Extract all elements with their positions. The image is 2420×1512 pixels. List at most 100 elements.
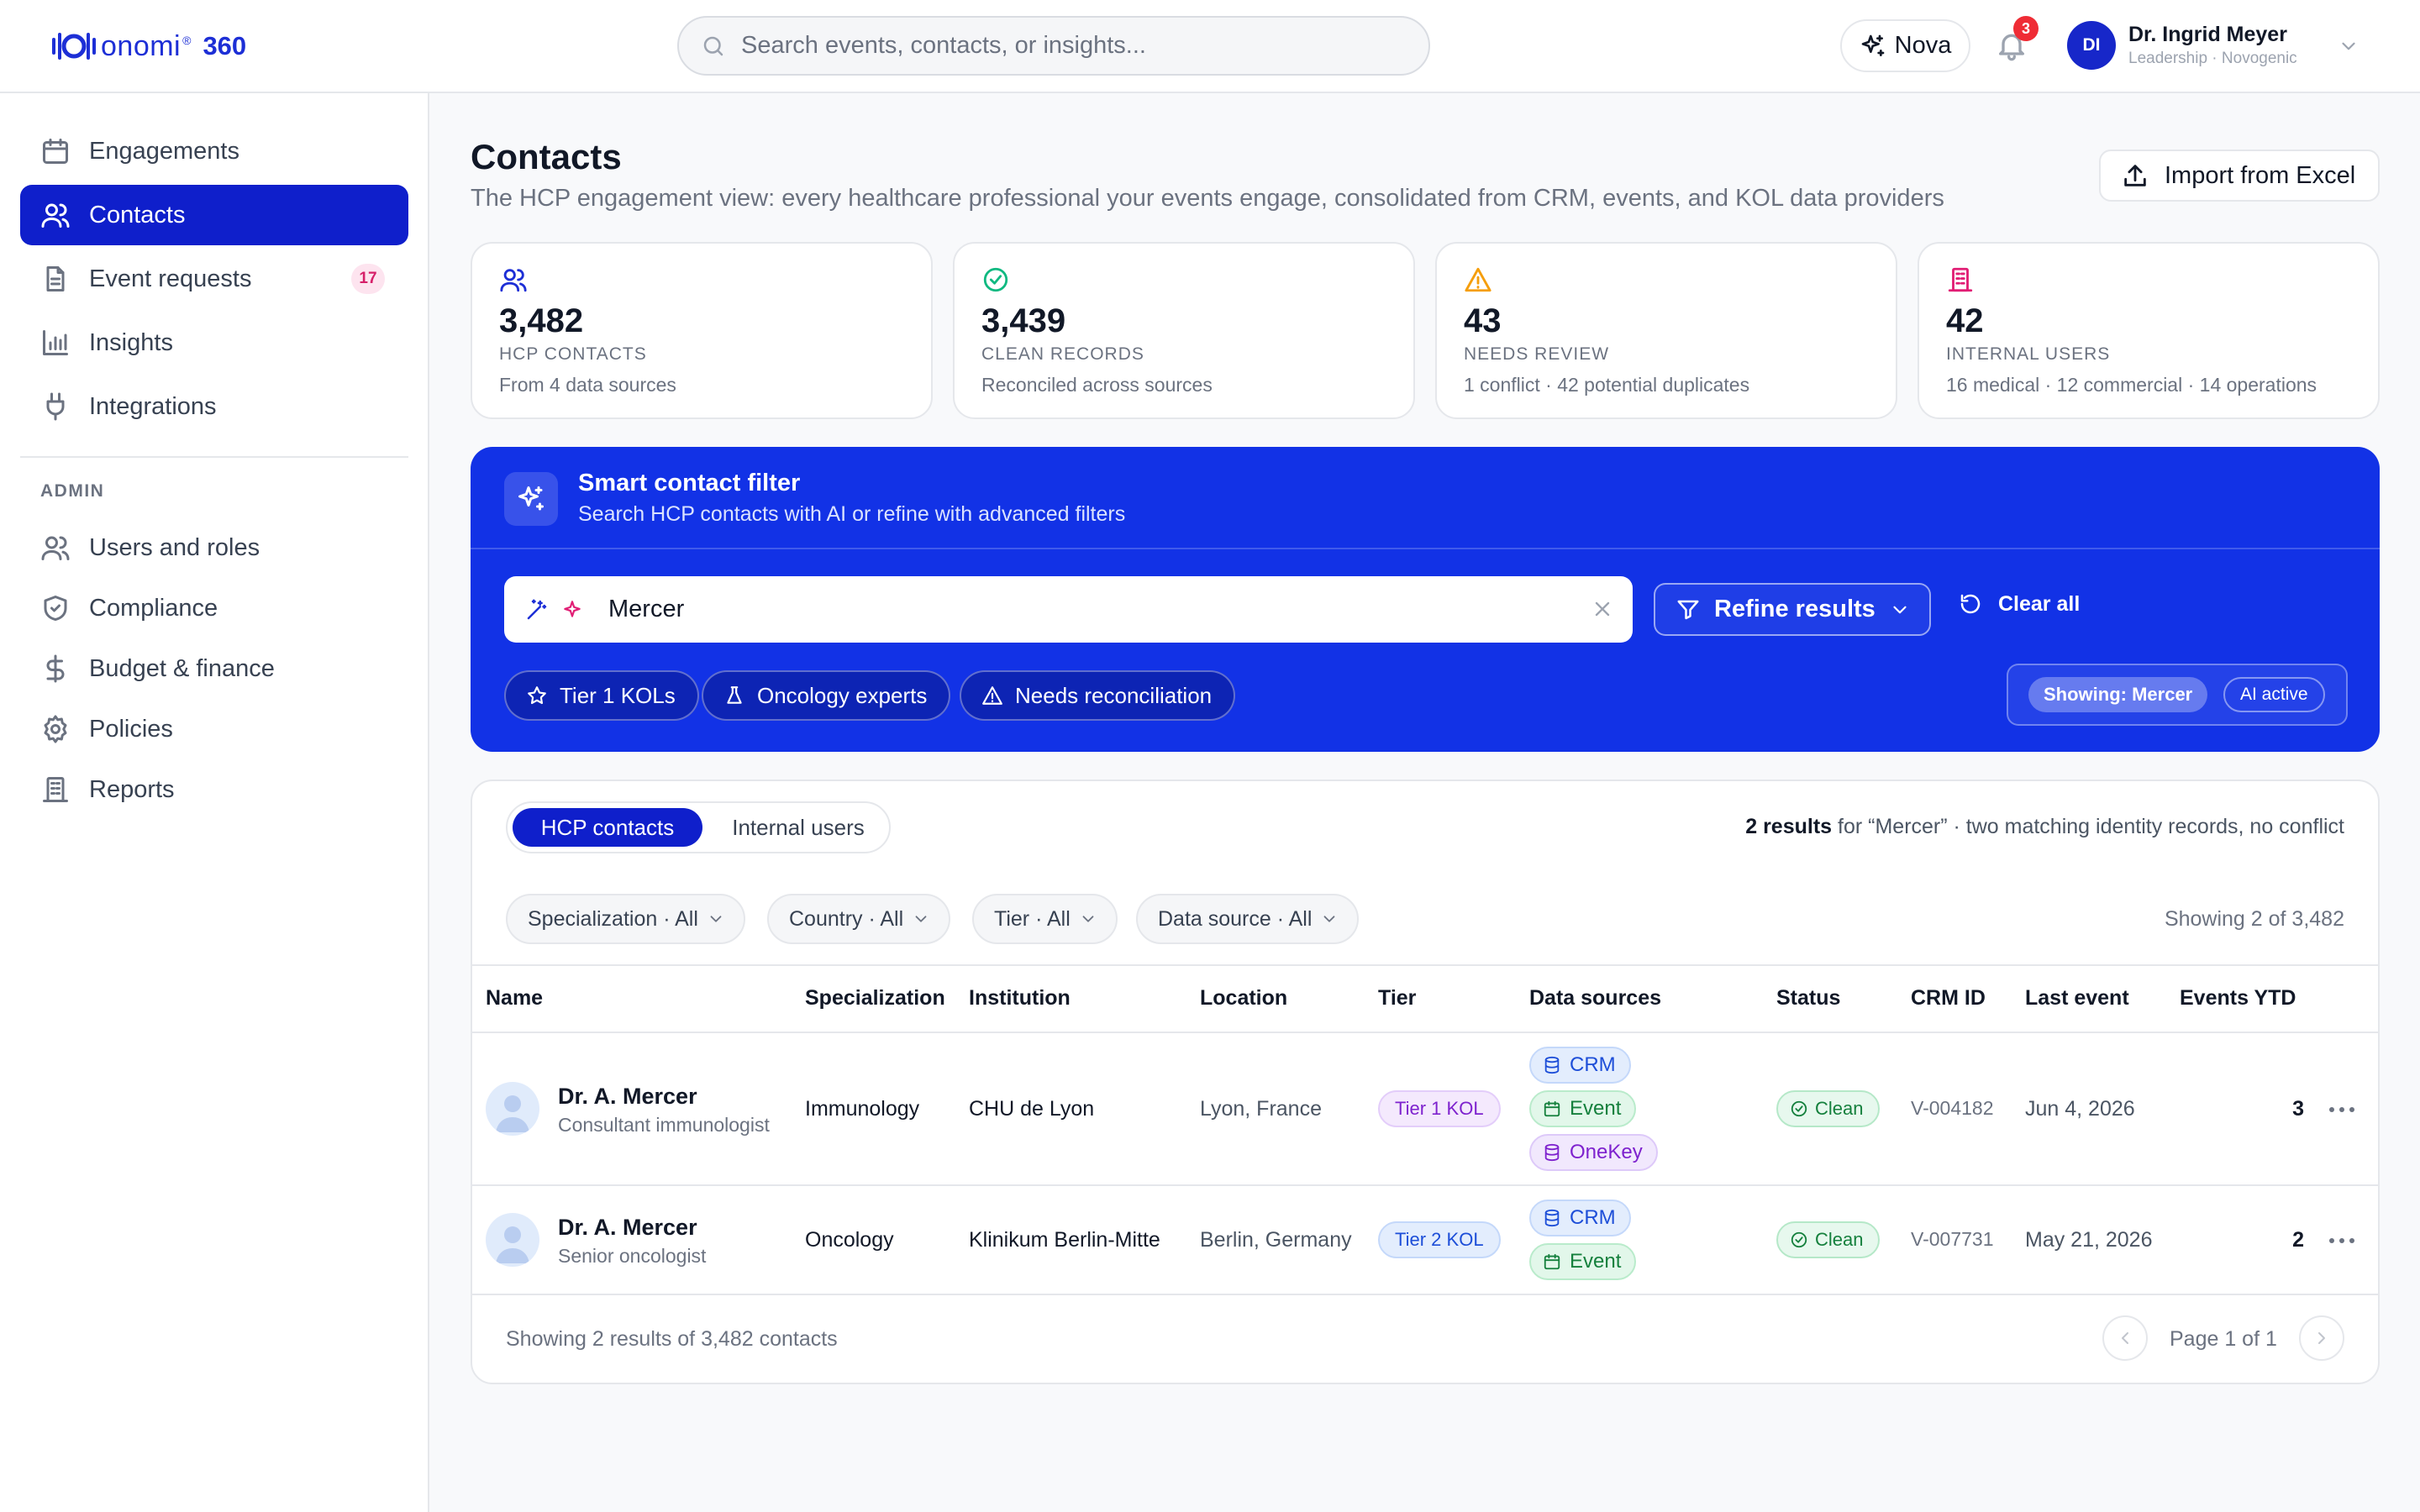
- column-header-specialization[interactable]: Specialization: [805, 986, 945, 1010]
- database-icon: [1544, 1143, 1560, 1162]
- dollar-icon: [46, 654, 65, 683]
- tab-internal-users[interactable]: Internal users: [732, 814, 865, 840]
- chip-tier-1-kols[interactable]: Tier 1 KOLs: [504, 670, 699, 721]
- star-icon: [528, 686, 546, 705]
- filter-tier[interactable]: Tier · All: [972, 894, 1118, 944]
- sidebar-item-label: Insights: [89, 328, 173, 356]
- contact-name[interactable]: Dr. A. Mercer: [558, 1215, 697, 1240]
- sidebar-item-label: Policies: [89, 715, 173, 743]
- smart-search-input[interactable]: [608, 596, 1549, 623]
- smart-filter-subtitle: Search HCP contacts with AI or refine wi…: [578, 502, 1126, 526]
- global-search[interactable]: [677, 16, 1430, 76]
- status-label: Clean: [1815, 1229, 1864, 1250]
- filter-country[interactable]: Country · All: [767, 894, 951, 944]
- previous-page-button[interactable]: [2102, 1315, 2148, 1361]
- sparkle-icon: [564, 600, 581, 617]
- showing-query-pill[interactable]: Showing: Mercer: [2028, 677, 2208, 712]
- source-label: CRM: [1570, 1206, 1616, 1229]
- source-badge-event: Event: [1529, 1090, 1637, 1127]
- more-options-icon[interactable]: [2328, 1236, 2356, 1245]
- stat-label: INTERNAL USERS: [1946, 344, 2111, 364]
- refine-label: Refine results: [1714, 596, 1876, 622]
- search-icon: [703, 36, 723, 55]
- users-icon: [500, 269, 527, 292]
- magic-wand-icon: [527, 599, 547, 619]
- stat-card-needs-review: 43 NEEDS REVIEW 1 conflict · 42 potentia…: [1435, 242, 1897, 419]
- sidebar-item-users-and-roles[interactable]: Users and roles: [20, 517, 408, 578]
- table-row[interactable]: Dr. A. Mercer Consultant immunologist Im…: [472, 1033, 2378, 1186]
- sidebar-item-label: Compliance: [89, 594, 218, 622]
- brand-logo[interactable]: onomi ® 360: [49, 25, 246, 67]
- sidebar-item-insights[interactable]: Insights: [20, 312, 408, 373]
- stat-card-clean-records: 3,439 CLEAN RECORDS Reconciled across so…: [953, 242, 1415, 419]
- column-header-name[interactable]: Name: [486, 986, 544, 1010]
- sidebar-item-budget-finance[interactable]: Budget & finance: [20, 638, 408, 699]
- user-role: Leadership · Novogenic: [2128, 50, 2297, 67]
- column-header-tier[interactable]: Tier: [1378, 986, 1417, 1010]
- search-input[interactable]: [741, 32, 1397, 60]
- chevron-down-icon: [915, 916, 927, 922]
- column-header-last-event[interactable]: Last event: [2025, 986, 2129, 1010]
- filter-label: Tier · All: [994, 906, 1071, 931]
- showing-count: Showing 2 of 3,482: [2164, 907, 2344, 931]
- chevron-down-icon[interactable]: [2338, 35, 2360, 57]
- sidebar-item-engagements[interactable]: Engagements: [20, 121, 408, 181]
- crm-id-cell: V-007731: [1911, 1228, 1994, 1250]
- sidebar-item-label: Budget & finance: [89, 654, 275, 682]
- next-page-button[interactable]: [2299, 1315, 2344, 1361]
- clear-all-button[interactable]: Clear all: [1958, 591, 2080, 617]
- results-count: 2 results: [1745, 815, 1833, 838]
- column-header-institution[interactable]: Institution: [969, 986, 1071, 1010]
- sidebar-item-contacts[interactable]: Contacts: [20, 185, 408, 245]
- import-from-excel-button[interactable]: Import from Excel: [2099, 150, 2380, 202]
- smart-search-box[interactable]: [504, 576, 1633, 643]
- refine-results-button[interactable]: Refine results: [1654, 583, 1931, 636]
- top-bar: onomi ® 360 Nova 3 DI Dr. Ingrid Meyer L…: [0, 0, 2420, 93]
- location-cell: Lyon, France: [1200, 1097, 1322, 1121]
- stat-value: 43: [1464, 302, 1502, 339]
- user-name[interactable]: Dr. Ingrid Meyer: [2128, 23, 2287, 46]
- smart-contact-filter: Smart contact filter Search HCP contacts…: [471, 447, 2380, 752]
- table-footer-summary: Showing 2 results of 3,482 contacts: [506, 1327, 838, 1351]
- sidebar-item-compliance[interactable]: Compliance: [20, 578, 408, 638]
- institution-cell: CHU de Lyon: [969, 1097, 1095, 1121]
- shield-icon: [44, 596, 67, 621]
- column-header-events-ytd[interactable]: Events YTD: [2180, 986, 2296, 1010]
- stat-label: HCP CONTACTS: [499, 344, 647, 364]
- sidebar-item-event-requests[interactable]: Event requests 17: [20, 249, 408, 309]
- filter-label: Data source · All: [1158, 906, 1313, 931]
- person-placeholder-icon: [496, 1226, 529, 1263]
- filter-specialization[interactable]: Specialization · All: [506, 894, 745, 944]
- close-icon[interactable]: [1591, 597, 1614, 621]
- column-header-data-sources[interactable]: Data sources: [1529, 986, 1662, 1010]
- chip-oncology-experts[interactable]: Oncology experts: [702, 670, 951, 721]
- user-avatar[interactable]: DI: [2067, 21, 2116, 70]
- table-row[interactable]: Dr. A. Mercer Senior oncologist Oncology…: [472, 1186, 2378, 1295]
- sidebar-item-policies[interactable]: Policies: [20, 699, 408, 759]
- calendar-icon: [1544, 1100, 1560, 1117]
- sidebar: Engagements Contacts Event requests 17 I…: [0, 93, 429, 1512]
- sidebar-item-label: Reports: [89, 775, 175, 803]
- filter-icon: [1677, 600, 1699, 619]
- column-header-location[interactable]: Location: [1200, 986, 1288, 1010]
- results-description: for “Mercer” · two matching identity rec…: [1838, 815, 2344, 838]
- chip-label: Oncology experts: [757, 682, 928, 708]
- nova-button[interactable]: Nova: [1840, 19, 1970, 72]
- tab-hcp-contacts[interactable]: HCP contacts: [513, 808, 702, 847]
- contact-name[interactable]: Dr. A. Mercer: [558, 1084, 697, 1109]
- smart-filter-title: Smart contact filter: [578, 470, 801, 496]
- chip-needs-reconciliation[interactable]: Needs reconciliation: [960, 670, 1236, 721]
- database-icon: [1544, 1209, 1560, 1227]
- results-summary: 2 results for “Mercer” · two matching id…: [1745, 815, 2344, 839]
- sidebar-item-reports[interactable]: Reports: [20, 759, 408, 820]
- brand-registered-mark: ®: [182, 34, 192, 47]
- chevron-down-icon: [710, 916, 722, 922]
- bell-icon[interactable]: [1995, 29, 2028, 62]
- calendar-icon: [1544, 1253, 1560, 1270]
- filter-data-source[interactable]: Data source · All: [1136, 894, 1360, 944]
- sidebar-item-integrations[interactable]: Integrations: [20, 376, 408, 437]
- more-options-icon[interactable]: [2328, 1105, 2356, 1114]
- column-header-status[interactable]: Status: [1776, 986, 1841, 1010]
- column-header-crm-id[interactable]: CRM ID: [1911, 986, 1986, 1010]
- contact-type-toggle: HCP contacts Internal users: [506, 801, 891, 853]
